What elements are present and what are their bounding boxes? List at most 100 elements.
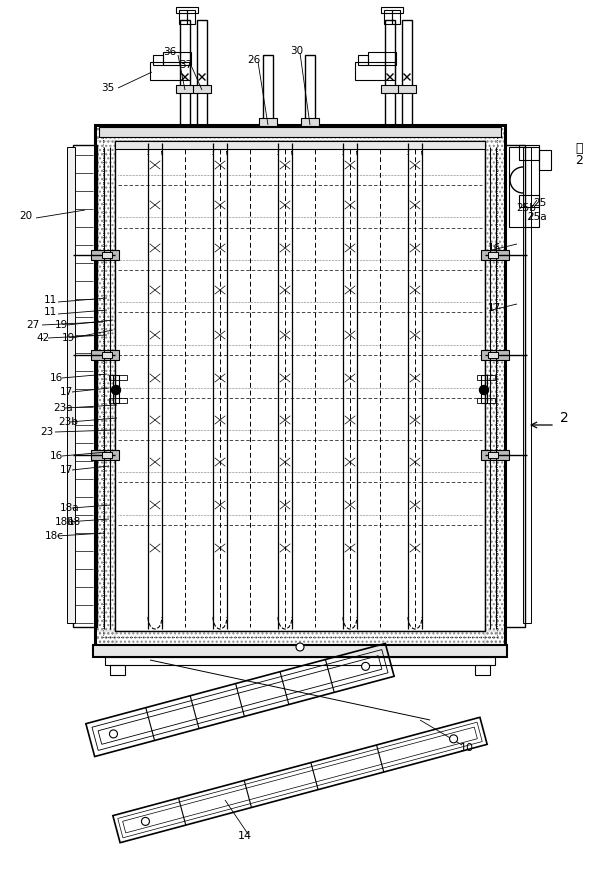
Bar [115,141,485,631]
Bar [95,125,505,141]
Bar [385,20,395,127]
Circle shape [112,385,121,394]
Bar [110,665,125,675]
Bar [179,10,187,24]
Text: 16: 16 [50,451,63,461]
Bar [259,118,277,126]
Text: 17: 17 [488,303,501,313]
Bar [105,657,495,665]
Bar [368,52,396,65]
Bar [509,147,539,227]
Text: 23a: 23a [53,403,73,413]
Bar [358,55,368,65]
Text: 17: 17 [60,387,73,397]
Text: 11: 11 [44,307,56,317]
Bar [163,52,191,65]
Bar [381,7,403,13]
Bar [176,7,198,13]
Bar [95,125,505,645]
Text: 16: 16 [50,373,63,383]
Bar [523,147,531,623]
Bar [102,452,112,458]
Circle shape [141,818,150,826]
Bar [95,631,505,645]
Bar [91,350,119,360]
Text: 17: 17 [60,465,73,475]
Text: 19: 19 [62,333,75,343]
Bar [91,450,119,460]
Bar [392,10,400,24]
Bar [485,125,505,645]
Text: 25a: 25a [527,212,547,222]
Circle shape [362,662,370,670]
Bar [109,375,127,380]
Text: 10: 10 [460,743,474,753]
Bar [301,118,319,126]
Bar [477,398,495,403]
Bar [519,195,539,207]
Text: 14: 14 [238,831,252,841]
Bar [91,250,119,260]
Text: 42: 42 [36,333,49,343]
Bar [150,62,190,80]
Text: 11: 11 [44,295,56,305]
Bar [355,62,395,80]
Bar [73,145,97,627]
Text: 23b: 23b [58,417,78,427]
Text: 20: 20 [19,211,33,221]
Circle shape [296,643,304,651]
Text: 19: 19 [55,320,68,330]
Bar [481,450,509,460]
Bar [263,55,273,125]
Text: 2: 2 [560,411,569,425]
Bar [398,85,416,93]
Text: 35: 35 [101,83,115,93]
Bar [115,141,485,149]
Bar [193,85,211,93]
Bar [402,20,412,127]
Bar [519,145,539,160]
Bar [113,375,119,403]
Text: 2: 2 [575,153,583,167]
Text: 25b: 25b [516,203,536,213]
Bar [488,352,498,358]
Text: 18b: 18b [55,517,75,527]
Bar [505,145,525,627]
Bar [95,125,115,645]
Bar [153,55,163,65]
Bar [481,250,509,260]
Bar [488,252,498,258]
Text: 27: 27 [26,320,39,330]
Text: 16: 16 [488,243,501,253]
Bar [381,85,399,93]
Bar [488,452,498,458]
Bar [187,10,195,24]
Bar [93,645,507,657]
Bar [477,375,495,380]
Circle shape [479,385,488,394]
Text: 36: 36 [164,47,176,57]
Bar [384,10,392,24]
Bar [99,127,501,137]
Text: 37: 37 [179,60,193,70]
Bar [109,398,127,403]
Text: 18: 18 [68,517,81,527]
Bar [481,350,509,360]
Text: 25: 25 [533,198,546,208]
Bar [481,375,487,403]
Bar [305,55,315,125]
Text: 26: 26 [247,55,261,65]
Text: 図: 図 [575,141,583,154]
Bar [176,85,194,93]
Bar [180,20,190,127]
Bar [67,147,75,623]
Bar [539,150,551,170]
Bar [102,352,112,358]
Circle shape [110,730,118,738]
Text: 18a: 18a [60,503,79,513]
Circle shape [450,735,458,743]
Text: 18c: 18c [45,531,64,541]
Bar [197,20,207,127]
Bar [102,252,112,258]
Bar [475,665,490,675]
